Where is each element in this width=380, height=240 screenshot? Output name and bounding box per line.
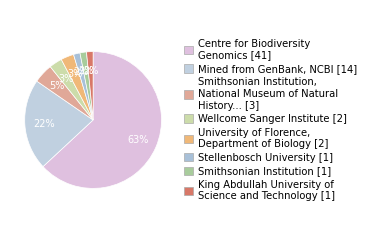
Legend: Centre for Biodiversity
Genomics [41], Mined from GenBank, NCBI [14], Smithsonia: Centre for Biodiversity Genomics [41], M… bbox=[184, 39, 357, 201]
Wedge shape bbox=[87, 52, 93, 120]
Wedge shape bbox=[25, 81, 93, 167]
Wedge shape bbox=[74, 53, 93, 120]
Text: 2%: 2% bbox=[83, 66, 98, 76]
Text: 3%: 3% bbox=[59, 74, 74, 84]
Text: 2%: 2% bbox=[78, 66, 94, 76]
Text: 22%: 22% bbox=[33, 119, 55, 129]
Wedge shape bbox=[80, 52, 93, 120]
Text: 63%: 63% bbox=[128, 135, 149, 145]
Wedge shape bbox=[43, 52, 162, 188]
Text: 5%: 5% bbox=[49, 81, 65, 91]
Text: 2%: 2% bbox=[74, 67, 89, 77]
Wedge shape bbox=[37, 67, 93, 120]
Wedge shape bbox=[50, 60, 93, 120]
Text: 3%: 3% bbox=[67, 69, 82, 79]
Wedge shape bbox=[61, 54, 93, 120]
